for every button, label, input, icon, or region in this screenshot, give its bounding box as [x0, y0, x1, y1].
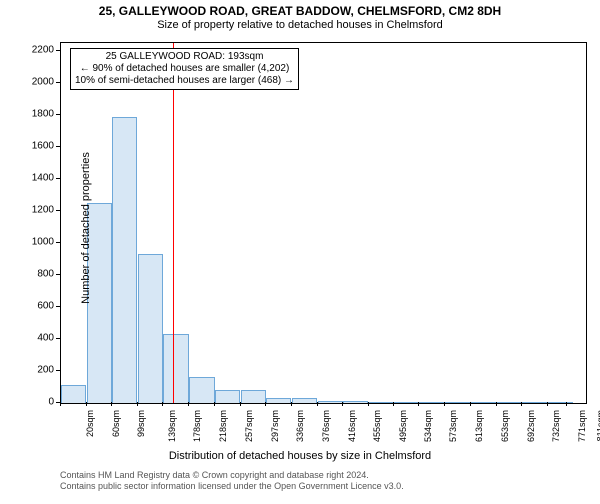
histogram-bar [163, 334, 188, 403]
chart-subtitle: Size of property relative to detached ho… [0, 19, 600, 31]
x-tick-mark [188, 402, 189, 406]
histogram-bar [266, 398, 291, 403]
histogram-bar [215, 390, 240, 403]
y-tick-mark [56, 210, 60, 211]
y-tick-mark [56, 146, 60, 147]
footer-line-1: Contains HM Land Registry data © Crown c… [60, 470, 404, 481]
y-tick-mark [56, 370, 60, 371]
x-tick-label: 20sqm [85, 410, 95, 437]
y-tick-label: 400 [37, 333, 54, 344]
y-tick-label: 1600 [32, 141, 54, 152]
x-tick-label: 218sqm [218, 410, 228, 442]
y-tick-label: 800 [37, 269, 54, 280]
histogram-bar [138, 254, 163, 403]
x-tick-mark [342, 402, 343, 406]
x-tick-label: 178sqm [192, 410, 202, 442]
x-tick-label: 455sqm [372, 410, 382, 442]
y-tick-mark [56, 274, 60, 275]
y-tick-label: 200 [37, 365, 54, 376]
annotation-line-address: 25 GALLEYWOOD ROAD: 193sqm [75, 51, 294, 63]
y-tick-mark [56, 242, 60, 243]
y-tick-label: 2200 [32, 45, 54, 56]
x-tick-mark [162, 402, 163, 406]
annotation-box: 25 GALLEYWOOD ROAD: 193sqm ← 90% of deta… [70, 48, 299, 90]
y-tick-mark [56, 306, 60, 307]
x-tick-mark [566, 402, 567, 406]
x-tick-mark [240, 402, 241, 406]
histogram-bar [61, 385, 86, 403]
x-tick-label: 297sqm [270, 410, 280, 442]
histogram-bar [548, 402, 573, 403]
x-tick-label: 99sqm [136, 410, 146, 437]
footer-line-2: Contains public sector information licen… [60, 481, 404, 492]
histogram-bar [419, 402, 444, 403]
chart-title: 25, GALLEYWOOD ROAD, GREAT BADDOW, CHELM… [0, 4, 600, 18]
y-tick-label: 1200 [32, 205, 54, 216]
histogram-bar [497, 402, 522, 403]
x-tick-label: 336sqm [295, 410, 305, 442]
x-tick-label: 495sqm [398, 410, 408, 442]
histogram-bar [343, 401, 368, 403]
x-tick-mark [291, 402, 292, 406]
y-axis-label: Number of detached properties [80, 152, 92, 304]
y-tick-mark [56, 338, 60, 339]
x-tick-mark [496, 402, 497, 406]
x-tick-label: 732sqm [552, 410, 562, 442]
x-tick-mark [111, 402, 112, 406]
annotation-line-smaller: ← 90% of detached houses are smaller (4,… [75, 63, 294, 75]
x-tick-label: 416sqm [347, 410, 357, 442]
x-tick-mark [368, 402, 369, 406]
y-tick-mark [56, 82, 60, 83]
histogram-bar [522, 402, 547, 403]
histogram-bar [445, 402, 470, 403]
x-tick-mark [317, 402, 318, 406]
x-tick-mark [60, 402, 61, 406]
x-tick-mark [418, 402, 419, 406]
x-tick-label: 811sqm [595, 410, 600, 441]
y-tick-mark [56, 50, 60, 51]
x-tick-mark [214, 402, 215, 406]
histogram-plot [60, 42, 587, 404]
histogram-bar [292, 398, 317, 403]
x-tick-mark [265, 402, 266, 406]
footer-attribution: Contains HM Land Registry data © Crown c… [60, 470, 404, 492]
histogram-bar [394, 402, 419, 403]
x-tick-label: 60sqm [111, 410, 121, 437]
x-tick-label: 534sqm [423, 410, 433, 442]
y-tick-mark [56, 178, 60, 179]
x-tick-mark [86, 402, 87, 406]
histogram-bar [241, 390, 266, 403]
x-axis-label: Distribution of detached houses by size … [0, 450, 600, 462]
annotation-line-larger: 10% of semi-detached houses are larger (… [75, 75, 294, 87]
reference-line [173, 43, 174, 403]
histogram-bar [318, 401, 343, 403]
y-tick-label: 1800 [32, 109, 54, 120]
x-tick-label: 692sqm [526, 410, 536, 442]
x-tick-label: 376sqm [321, 410, 331, 442]
x-tick-label: 613sqm [474, 410, 484, 442]
x-tick-mark [470, 402, 471, 406]
x-tick-mark [521, 402, 522, 406]
x-tick-mark [137, 402, 138, 406]
y-tick-mark [56, 114, 60, 115]
histogram-bar [189, 377, 214, 403]
histogram-bar [369, 402, 394, 403]
histogram-bar [112, 117, 137, 403]
x-tick-label: 573sqm [448, 410, 458, 442]
x-tick-label: 653sqm [500, 410, 510, 442]
x-tick-mark [444, 402, 445, 406]
histogram-bar [471, 402, 496, 403]
x-tick-label: 257sqm [244, 410, 254, 442]
y-tick-label: 1400 [32, 173, 54, 184]
y-tick-label: 0 [48, 397, 54, 408]
x-tick-mark [393, 402, 394, 406]
x-tick-label: 771sqm [577, 410, 587, 442]
y-tick-label: 2000 [32, 77, 54, 88]
x-tick-mark [547, 402, 548, 406]
y-tick-label: 600 [37, 301, 54, 312]
y-tick-label: 1000 [32, 237, 54, 248]
x-tick-label: 139sqm [167, 410, 177, 442]
